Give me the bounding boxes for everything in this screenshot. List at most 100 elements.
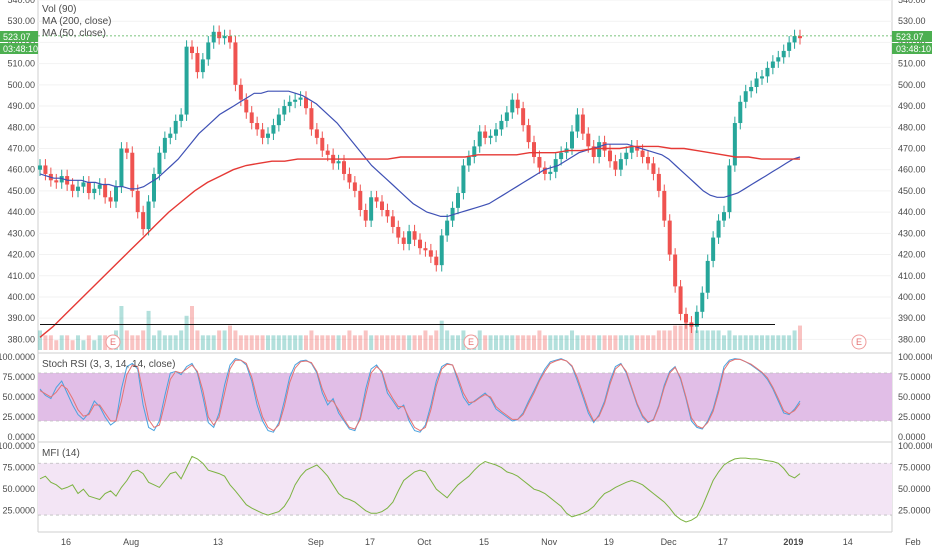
candle-body[interactable] — [211, 31, 216, 43]
candle-body[interactable] — [618, 159, 623, 170]
candle-body[interactable] — [200, 59, 205, 73]
candle-body[interactable] — [586, 133, 591, 147]
candle-body[interactable] — [716, 220, 721, 238]
candle-body[interactable] — [537, 156, 542, 168]
candle-body[interactable] — [401, 237, 406, 244]
candle-body[interactable] — [722, 212, 726, 221]
candle-body[interactable] — [271, 125, 276, 134]
candle-body[interactable] — [244, 99, 249, 113]
candle-body[interactable] — [255, 123, 260, 130]
candle-body[interactable] — [168, 133, 173, 138]
candle-body[interactable] — [190, 46, 194, 54]
candle-body[interactable] — [732, 123, 737, 166]
candle-body[interactable] — [553, 159, 558, 172]
candle-body[interactable] — [309, 108, 314, 130]
candle-body[interactable] — [423, 248, 428, 251]
earnings-marker[interactable] — [463, 334, 479, 350]
candle-body[interactable] — [184, 46, 189, 115]
candle-body[interactable] — [114, 186, 118, 202]
candle-body[interactable] — [374, 197, 379, 202]
candle-body[interactable] — [54, 180, 59, 183]
candle-body[interactable] — [494, 129, 498, 136]
candle-body[interactable] — [504, 112, 509, 121]
candle-body[interactable] — [684, 313, 688, 323]
candle-body[interactable] — [765, 67, 770, 77]
candle-body[interactable] — [336, 161, 341, 164]
candle-body[interactable] — [266, 133, 270, 138]
candle-body[interactable] — [146, 201, 151, 230]
candle-body[interactable] — [38, 165, 42, 170]
candle-body[interactable] — [656, 173, 661, 191]
candle-body[interactable] — [119, 148, 124, 187]
candle-body[interactable] — [526, 125, 531, 143]
candle-body[interactable] — [792, 36, 797, 43]
candle-body[interactable] — [602, 142, 607, 151]
candle-body[interactable] — [233, 42, 238, 85]
candle-body[interactable] — [559, 152, 564, 160]
candle-body[interactable] — [157, 152, 162, 174]
candle-body[interactable] — [124, 148, 129, 153]
candle-body[interactable] — [760, 76, 764, 79]
candle-body[interactable] — [738, 101, 743, 124]
candle-body[interactable] — [162, 137, 167, 153]
candle-body[interactable] — [472, 146, 477, 157]
candle-body[interactable] — [776, 57, 781, 62]
candle-body[interactable] — [700, 292, 705, 312]
candle-body[interactable] — [597, 142, 602, 157]
candle-body[interactable] — [743, 91, 748, 102]
candle-body[interactable] — [445, 220, 450, 236]
candle-body[interactable] — [412, 231, 417, 240]
candle-body[interactable] — [108, 197, 113, 202]
candle-body[interactable] — [580, 114, 585, 134]
candle-body[interactable] — [396, 226, 401, 238]
candle-body[interactable] — [59, 176, 64, 183]
candle-body[interactable] — [363, 210, 368, 221]
candle-body[interactable] — [86, 182, 91, 194]
candle-body[interactable] — [179, 114, 184, 121]
candle-body[interactable] — [705, 260, 710, 293]
candle-body[interactable] — [293, 99, 298, 102]
mfi-pane[interactable]: 25.0000 25.0000 50.0000 50.0000 75.0000 75.00… — [0, 441, 932, 523]
candle-body[interactable] — [141, 212, 146, 230]
candle-body[interactable] — [787, 42, 792, 51]
candle-body[interactable] — [754, 78, 759, 87]
candle-body[interactable] — [624, 152, 629, 160]
earnings-marker[interactable] — [105, 334, 121, 350]
candle-body[interactable] — [466, 156, 471, 166]
candle-body[interactable] — [678, 286, 683, 314]
earnings-marker[interactable] — [851, 334, 867, 350]
candle-body[interactable] — [380, 201, 384, 210]
candle-body[interactable] — [81, 182, 86, 187]
candle-body[interactable] — [575, 114, 580, 132]
candle-body[interactable] — [260, 129, 265, 138]
candle-body[interactable] — [314, 129, 319, 138]
candle-body[interactable] — [304, 97, 308, 109]
price-pane[interactable]: 380.00 380.00 390.00 390.00 400.00 400.00 410.… — [7, 0, 926, 350]
candle-body[interactable] — [499, 120, 504, 130]
candle-body[interactable] — [43, 165, 48, 174]
candle-body[interactable] — [798, 36, 802, 39]
candle-body[interactable] — [461, 165, 466, 194]
candle-body[interactable] — [542, 167, 547, 174]
candle-body[interactable] — [298, 97, 303, 100]
candle-body[interactable] — [434, 256, 439, 266]
candle-body[interactable] — [510, 99, 515, 113]
candle-body[interactable] — [749, 86, 754, 92]
candle-body[interactable] — [608, 150, 612, 162]
candle-body[interactable] — [222, 36, 227, 39]
candle-body[interactable] — [103, 184, 108, 198]
candle-body[interactable] — [667, 220, 672, 255]
candle-body[interactable] — [456, 193, 460, 208]
candle-body[interactable] — [342, 161, 346, 174]
candle-body[interactable] — [352, 182, 357, 191]
candle-body[interactable] — [358, 190, 363, 210]
candle-body[interactable] — [770, 61, 775, 68]
candle-body[interactable] — [428, 250, 433, 257]
candle-body[interactable] — [135, 190, 140, 213]
candle-body[interactable] — [206, 42, 211, 60]
candle-body[interactable] — [70, 184, 75, 191]
candle-body[interactable] — [651, 163, 656, 174]
candle-body[interactable] — [249, 112, 254, 124]
candle-body[interactable] — [483, 131, 488, 138]
candle-body[interactable] — [238, 84, 243, 100]
